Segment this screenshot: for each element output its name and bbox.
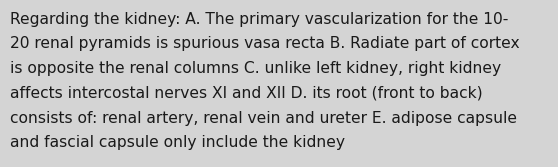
Text: Regarding the kidney: A. The primary vascularization for the 10-: Regarding the kidney: A. The primary vas… <box>10 12 508 27</box>
Text: consists of: renal artery, renal vein and ureter E. adipose capsule: consists of: renal artery, renal vein an… <box>10 111 517 126</box>
Text: 20 renal pyramids is spurious vasa recta B. Radiate part of cortex: 20 renal pyramids is spurious vasa recta… <box>10 36 519 51</box>
Text: and fascial capsule only include the kidney: and fascial capsule only include the kid… <box>10 135 345 150</box>
Text: affects intercostal nerves XI and XII D. its root (front to back): affects intercostal nerves XI and XII D.… <box>10 86 483 101</box>
Text: is opposite the renal columns C. unlike left kidney, right kidney: is opposite the renal columns C. unlike … <box>10 61 501 76</box>
